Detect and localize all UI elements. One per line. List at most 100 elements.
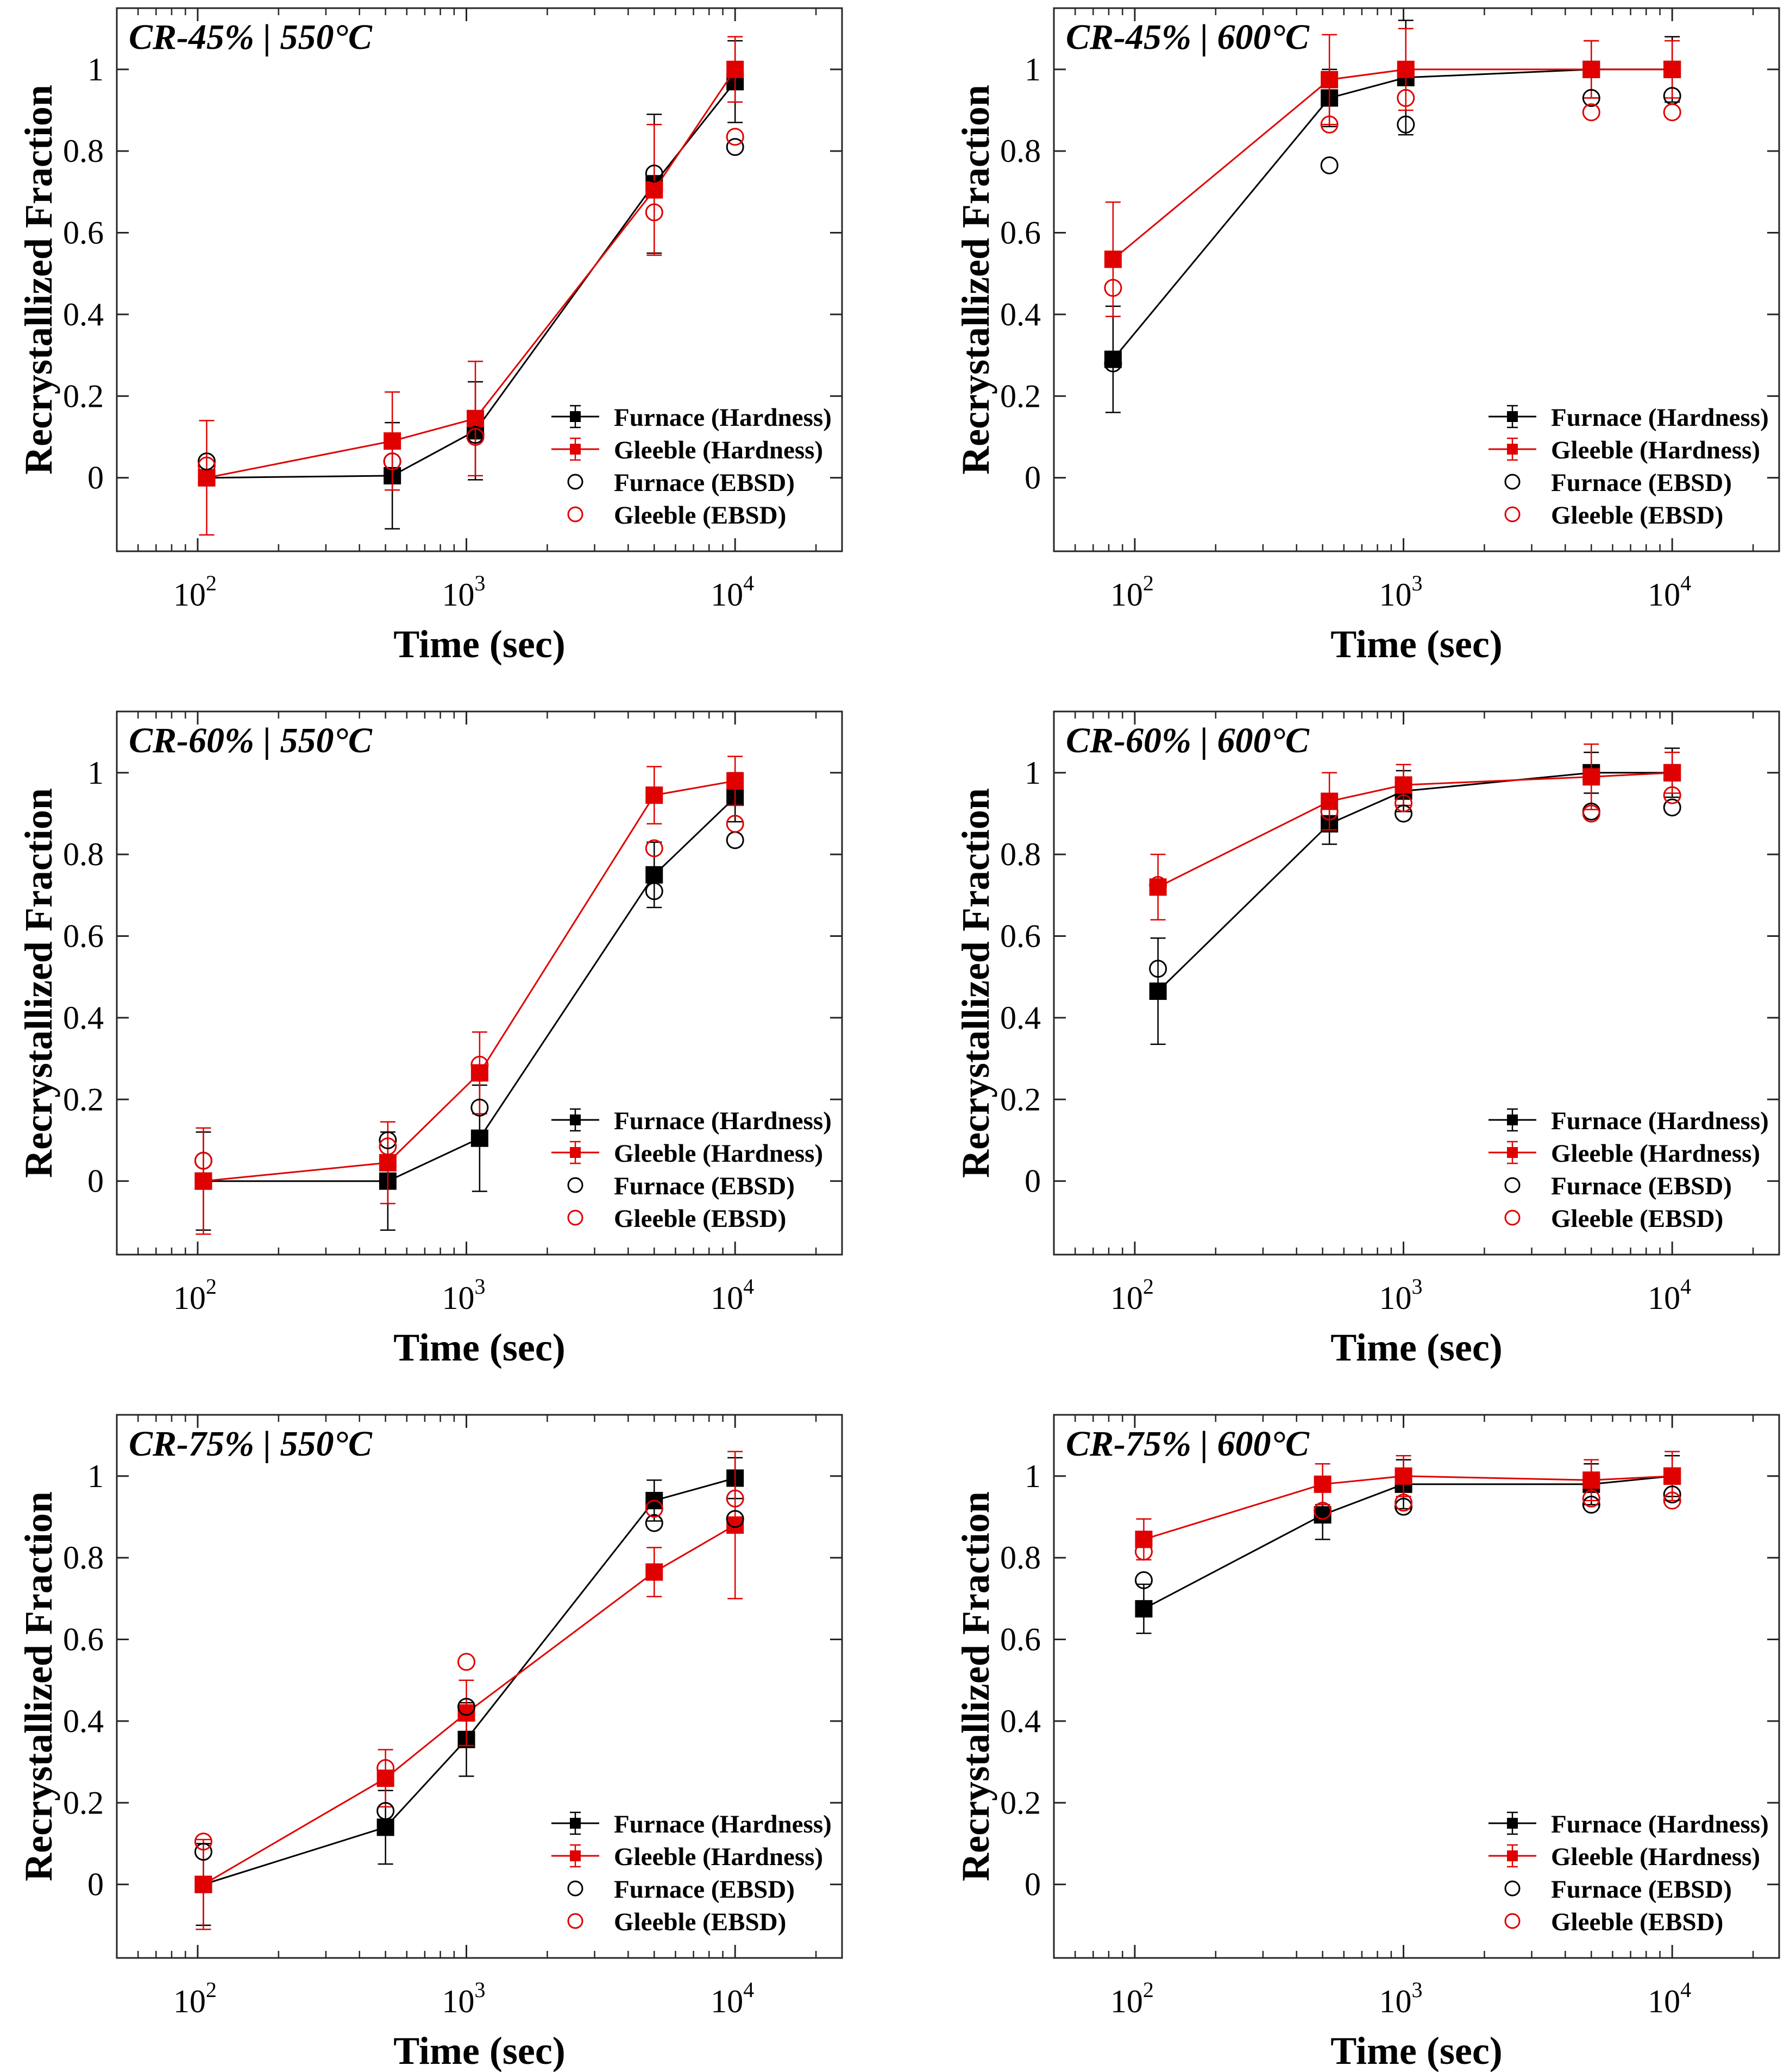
- x-tick-exponent: 4: [1680, 1977, 1691, 2002]
- circle-marker: [1320, 115, 1339, 134]
- x-tick-base: 10: [711, 1983, 743, 2019]
- x-tick-label: 104: [711, 571, 754, 613]
- legend-square-marker: [1507, 1850, 1518, 1861]
- square-marker: [1395, 776, 1412, 794]
- circle-marker: [1134, 1571, 1153, 1590]
- circle-marker: [376, 1759, 395, 1777]
- x-tick-label: 102: [1110, 1977, 1154, 2019]
- x-tick-base: 10: [173, 577, 206, 613]
- circle-marker: [1397, 89, 1415, 107]
- legend-circle-marker: [567, 506, 583, 522]
- y-tick-label: 0: [1025, 1867, 1041, 1903]
- legend-item: Gleeble (Hardness): [551, 1139, 823, 1168]
- x-tick-exponent: 3: [475, 1274, 486, 1299]
- square-marker: [376, 1769, 394, 1787]
- x-tick-exponent: 3: [1412, 1274, 1423, 1299]
- square-marker: [194, 1875, 212, 1893]
- circle-marker: [1395, 1494, 1413, 1512]
- x-tick-label: 102: [173, 1274, 217, 1316]
- legend-label: Gleeble (Hardness): [1551, 1843, 1760, 1871]
- legend-item: Gleeble (Hardness): [1488, 436, 1760, 464]
- square-marker: [1582, 1471, 1600, 1489]
- legend-square-marker: [1507, 1147, 1518, 1158]
- circle-marker: [470, 1055, 489, 1074]
- x-tick-base: 10: [442, 577, 475, 613]
- y-tick-label: 0.2: [1000, 378, 1041, 414]
- series-2: [1135, 1451, 1681, 1561]
- legend: Furnace (Hardness) Gleeble (Hardness) Furn…: [1488, 1107, 1769, 1233]
- square-marker: [1321, 71, 1339, 89]
- x-tick-label: 103: [1379, 1274, 1423, 1316]
- x-tick-base: 10: [1648, 577, 1680, 613]
- legend: Furnace (Hardness) Gleeble (Hardness) Furn…: [551, 404, 832, 530]
- y-tick-label: 0.6: [63, 1622, 104, 1658]
- y-tick-label: 0: [1025, 460, 1041, 496]
- x-axis-label: Time (sec): [1330, 1326, 1503, 1369]
- legend: Furnace (Hardness) Gleeble (Hardness) Furn…: [1488, 404, 1769, 530]
- legend-item: Gleeble (EBSD): [567, 1908, 786, 1936]
- series-2: [198, 36, 744, 536]
- circle-marker: [1149, 876, 1167, 895]
- x-tick-exponent: 4: [1680, 1274, 1691, 1299]
- y-tick-label: 0.8: [1000, 1540, 1041, 1576]
- circle-marker: [194, 1832, 212, 1851]
- legend-square-marker: [570, 1850, 581, 1861]
- series-line: [1112, 68, 1673, 360]
- square-marker: [1663, 1467, 1681, 1485]
- y-tick-label: 1: [1025, 1458, 1041, 1494]
- x-tick-label: 104: [1648, 1977, 1691, 2019]
- circle-marker: [466, 427, 485, 446]
- y-axis-label: Recrystallized Fraction: [17, 788, 60, 1178]
- x-tick-label: 103: [1379, 1977, 1423, 2019]
- legend-square-marker: [570, 444, 581, 455]
- legend-item: Furnace (Hardness): [1488, 404, 1769, 432]
- series-3: [197, 138, 744, 471]
- y-tick-label: 1: [87, 1458, 104, 1494]
- circle-marker: [645, 1500, 663, 1518]
- circle-marker: [1395, 804, 1413, 823]
- circle-marker: [1314, 1502, 1332, 1520]
- y-axis-label: Recrystallized Fraction: [17, 85, 60, 475]
- x-tick-label: 102: [173, 1977, 217, 2019]
- y-tick-label: 0.8: [63, 836, 104, 872]
- x-tick-label: 104: [1648, 571, 1691, 613]
- legend-label: Gleeble (EBSD): [1551, 1908, 1723, 1936]
- plot-frame: [116, 7, 843, 552]
- legend-item: Gleeble (EBSD): [1504, 1205, 1723, 1233]
- circle-marker: [383, 452, 401, 471]
- circle-marker: [1395, 794, 1413, 813]
- legend-circle-marker: [567, 1177, 583, 1193]
- legend-label: Furnace (EBSD): [1551, 469, 1732, 497]
- x-tick-base: 10: [173, 1983, 206, 2019]
- square-marker: [376, 1818, 394, 1836]
- x-tick-exponent: 4: [1680, 571, 1691, 595]
- square-marker: [645, 866, 663, 884]
- legend-label: Furnace (EBSD): [614, 1172, 795, 1200]
- circle-marker: [379, 1137, 397, 1156]
- y-tick-label: 0.6: [63, 215, 104, 251]
- legend-label: Gleeble (EBSD): [1551, 501, 1723, 530]
- square-marker: [470, 1129, 488, 1147]
- legend-label: Gleeble (Hardness): [1551, 1139, 1760, 1168]
- y-tick-label: 0.4: [63, 297, 104, 332]
- x-tick-base: 10: [1379, 1280, 1412, 1316]
- y-tick-label: 0.4: [63, 1703, 104, 1739]
- x-tick-exponent: 3: [475, 1977, 486, 2002]
- legend-circle-marker: [567, 1913, 583, 1929]
- x-tick-base: 10: [1110, 577, 1143, 613]
- legend-label: Furnace (EBSD): [614, 469, 795, 497]
- x-tick-label: 104: [711, 1977, 754, 2019]
- square-marker: [726, 1516, 744, 1534]
- legend-item: Furnace (Hardness): [1488, 1107, 1769, 1135]
- square-marker: [1321, 792, 1339, 810]
- circle-marker: [1582, 1495, 1600, 1514]
- legend-item: Gleeble (Hardness): [1488, 1843, 1760, 1871]
- circle-marker: [645, 165, 663, 183]
- legend-circle-marker: [1504, 1880, 1521, 1897]
- x-tick-base: 10: [711, 1280, 743, 1316]
- circle-marker: [1397, 115, 1415, 134]
- legend-label: Gleeble (Hardness): [614, 1139, 823, 1168]
- y-axis-label: Recrystallized Fraction: [17, 1491, 60, 1881]
